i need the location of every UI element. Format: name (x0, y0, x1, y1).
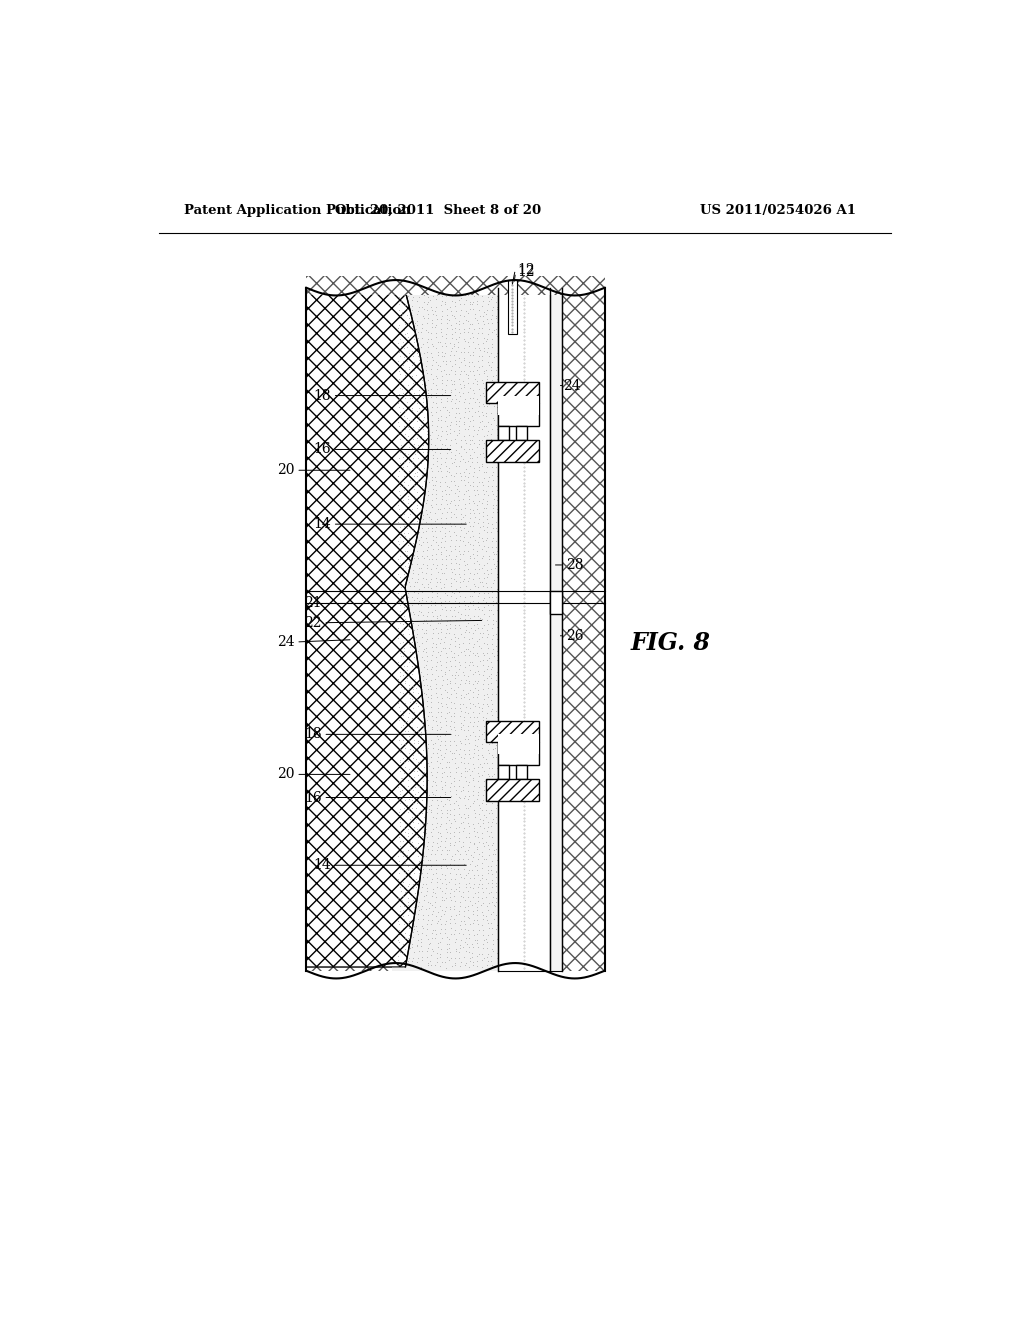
Bar (498, 742, 539, 766)
Text: 22: 22 (304, 615, 322, 630)
Text: US 2011/0254026 A1: US 2011/0254026 A1 (700, 205, 856, 218)
Text: 12: 12 (517, 263, 535, 277)
Polygon shape (306, 292, 429, 966)
Text: 28: 28 (566, 558, 584, 572)
Text: Oct. 20, 2011  Sheet 8 of 20: Oct. 20, 2011 Sheet 8 of 20 (335, 205, 541, 218)
Bar (486, 381, 539, 404)
Bar (550, 591, 562, 614)
Bar (498, 396, 539, 414)
Text: 14: 14 (313, 517, 331, 531)
Bar (516, 766, 527, 779)
Bar (486, 779, 539, 800)
Text: 24: 24 (278, 635, 295, 649)
Bar (550, 288, 562, 970)
Text: 26: 26 (566, 628, 584, 643)
Text: 16: 16 (313, 442, 331, 457)
Bar (306, 288, 604, 970)
Bar (399, 288, 445, 970)
Bar (498, 734, 539, 754)
Bar (306, 288, 438, 970)
Text: 20: 20 (278, 463, 295, 478)
Bar (516, 426, 527, 441)
Text: 12: 12 (517, 265, 535, 280)
Bar (498, 404, 539, 426)
Bar (498, 766, 509, 779)
Polygon shape (306, 292, 429, 966)
Bar (486, 441, 539, 462)
Text: FIG. 8: FIG. 8 (631, 631, 711, 656)
Text: 18: 18 (304, 727, 322, 742)
Text: 14: 14 (313, 858, 331, 873)
Text: 18: 18 (313, 388, 331, 403)
Text: 21: 21 (304, 597, 322, 610)
Bar (306, 276, 508, 296)
Text: 24: 24 (563, 379, 582, 392)
Bar (498, 426, 509, 441)
Bar (499, 288, 550, 970)
Bar (508, 280, 517, 334)
Bar (562, 288, 604, 970)
Bar (486, 721, 539, 742)
Text: 20: 20 (278, 767, 295, 781)
Bar (391, 288, 499, 970)
Text: Patent Application Publication: Patent Application Publication (183, 205, 411, 218)
Polygon shape (306, 292, 429, 966)
Text: 16: 16 (304, 791, 322, 804)
Bar (517, 276, 604, 296)
